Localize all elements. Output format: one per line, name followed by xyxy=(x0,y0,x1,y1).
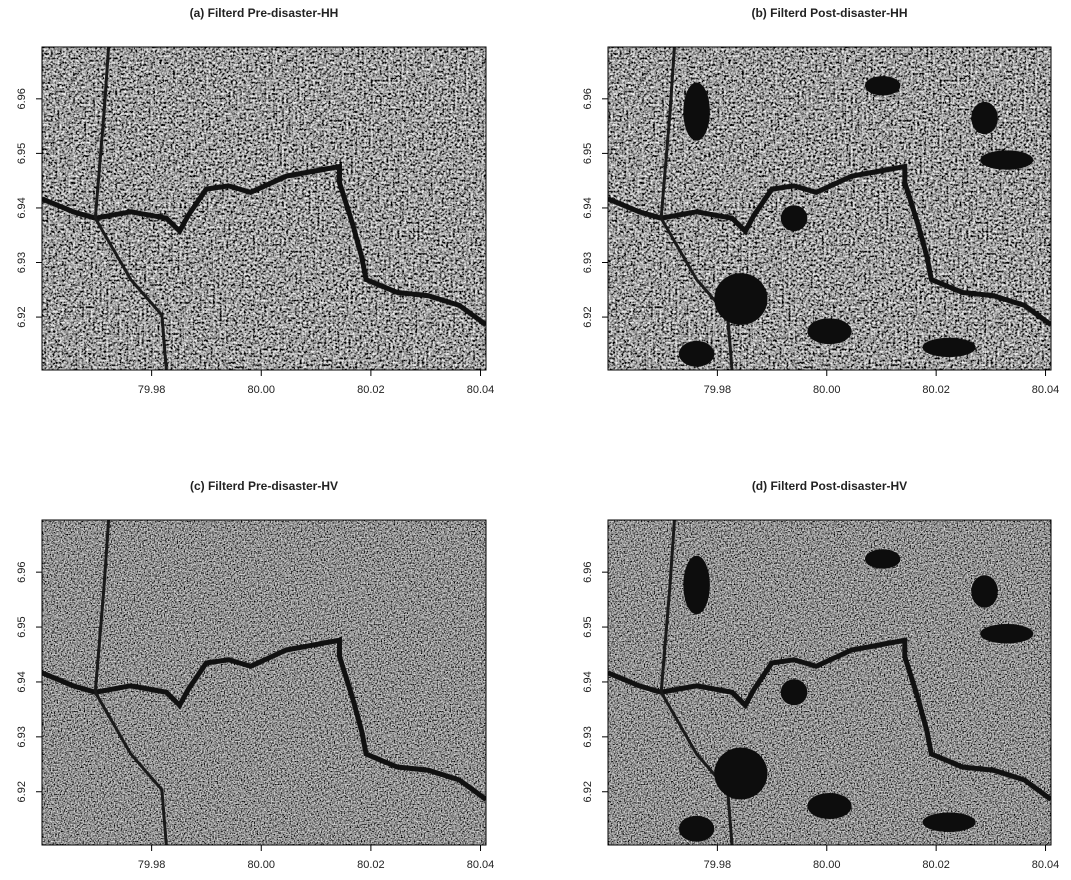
flooded-area xyxy=(683,556,710,615)
y-tick-label: 6.94 xyxy=(16,197,28,218)
y-tick-label: 6.96 xyxy=(582,88,594,109)
flooded-area xyxy=(683,83,710,141)
flooded-area xyxy=(679,341,714,367)
x-tick-label: 80.00 xyxy=(247,384,275,396)
y-tick-label: 6.96 xyxy=(16,88,28,109)
y-tick-label: 6.93 xyxy=(16,252,28,273)
x-tick-label: 80.04 xyxy=(467,859,495,871)
y-tick-label: 6.95 xyxy=(582,143,594,164)
y-tick-label: 6.94 xyxy=(16,671,28,692)
raster-image xyxy=(42,520,486,845)
map-panel: (c) Filterd Pre-disaster-HV 79.98 80.00 80.… xyxy=(16,479,494,871)
x-tick-label: 80.00 xyxy=(247,859,275,871)
flooded-area xyxy=(923,338,976,357)
y-tick-label: 6.96 xyxy=(582,561,594,582)
y-tick-label: 6.92 xyxy=(16,781,28,802)
raster-image xyxy=(608,520,1051,845)
x-tick-label: 79.98 xyxy=(138,384,166,396)
y-tick-label: 6.95 xyxy=(582,616,594,637)
flooded-area xyxy=(807,793,851,819)
flooded-area xyxy=(781,679,808,705)
x-tick-label: 80.00 xyxy=(813,859,841,871)
flooded-area xyxy=(865,76,900,95)
x-tick-label: 80.02 xyxy=(922,859,950,871)
flooded-area xyxy=(971,102,998,134)
flooded-area xyxy=(679,816,714,842)
y-tick-label: 6.92 xyxy=(582,306,594,327)
x-tick-label: 80.04 xyxy=(467,384,495,396)
panel-title: (c) Filterd Pre-disaster-HV xyxy=(190,479,338,493)
y-tick-label: 6.95 xyxy=(16,616,28,637)
flooded-area xyxy=(971,575,998,608)
y-tick-label: 6.93 xyxy=(582,726,594,747)
figure: (a) Filterd Pre-disaster-HH 79.98 80.00 80.… xyxy=(0,0,1071,880)
x-tick-label: 80.02 xyxy=(357,384,385,396)
raster-image xyxy=(42,47,486,370)
x-tick-label: 80.02 xyxy=(922,384,950,396)
x-tick-label: 80.00 xyxy=(813,384,841,396)
panel-title: (d) Filterd Post-disaster-HV xyxy=(752,479,907,493)
y-tick-label: 6.95 xyxy=(16,143,28,164)
y-tick-label: 6.94 xyxy=(582,671,594,692)
flooded-area xyxy=(923,813,976,833)
x-tick-label: 79.98 xyxy=(704,859,732,871)
y-tick-label: 6.93 xyxy=(16,726,28,747)
y-tick-label: 6.92 xyxy=(582,781,594,802)
flooded-area xyxy=(980,150,1033,169)
flooded-area xyxy=(980,624,1033,644)
x-tick-label: 79.98 xyxy=(704,384,732,396)
flooded-area xyxy=(714,273,767,325)
y-tick-label: 6.94 xyxy=(582,197,594,218)
flooded-area xyxy=(781,205,808,231)
x-tick-label: 80.04 xyxy=(1032,384,1060,396)
panel-title: (b) Filterd Post-disaster-HH xyxy=(751,6,907,20)
x-tick-label: 80.02 xyxy=(357,859,385,871)
raster-image xyxy=(608,47,1051,370)
map-panel: (a) Filterd Pre-disaster-HH 79.98 80.00 80.… xyxy=(16,6,494,396)
flooded-area xyxy=(865,549,900,569)
map-panel: (b) Filterd Post-disaster-HH 79.98 80.00 80… xyxy=(582,6,1059,396)
x-tick-label: 80.04 xyxy=(1032,859,1060,871)
backscatter-texture xyxy=(42,47,486,370)
panel-title: (a) Filterd Pre-disaster-HH xyxy=(190,6,339,20)
backscatter-texture xyxy=(42,520,486,845)
flooded-area xyxy=(807,318,851,344)
map-panel: (d) Filterd Post-disaster-HV 79.98 80.00 80… xyxy=(582,479,1059,871)
x-tick-label: 79.98 xyxy=(138,859,166,871)
y-tick-label: 6.93 xyxy=(582,252,594,273)
flooded-area xyxy=(714,748,767,800)
y-tick-label: 6.92 xyxy=(16,306,28,327)
y-tick-label: 6.96 xyxy=(16,561,28,582)
